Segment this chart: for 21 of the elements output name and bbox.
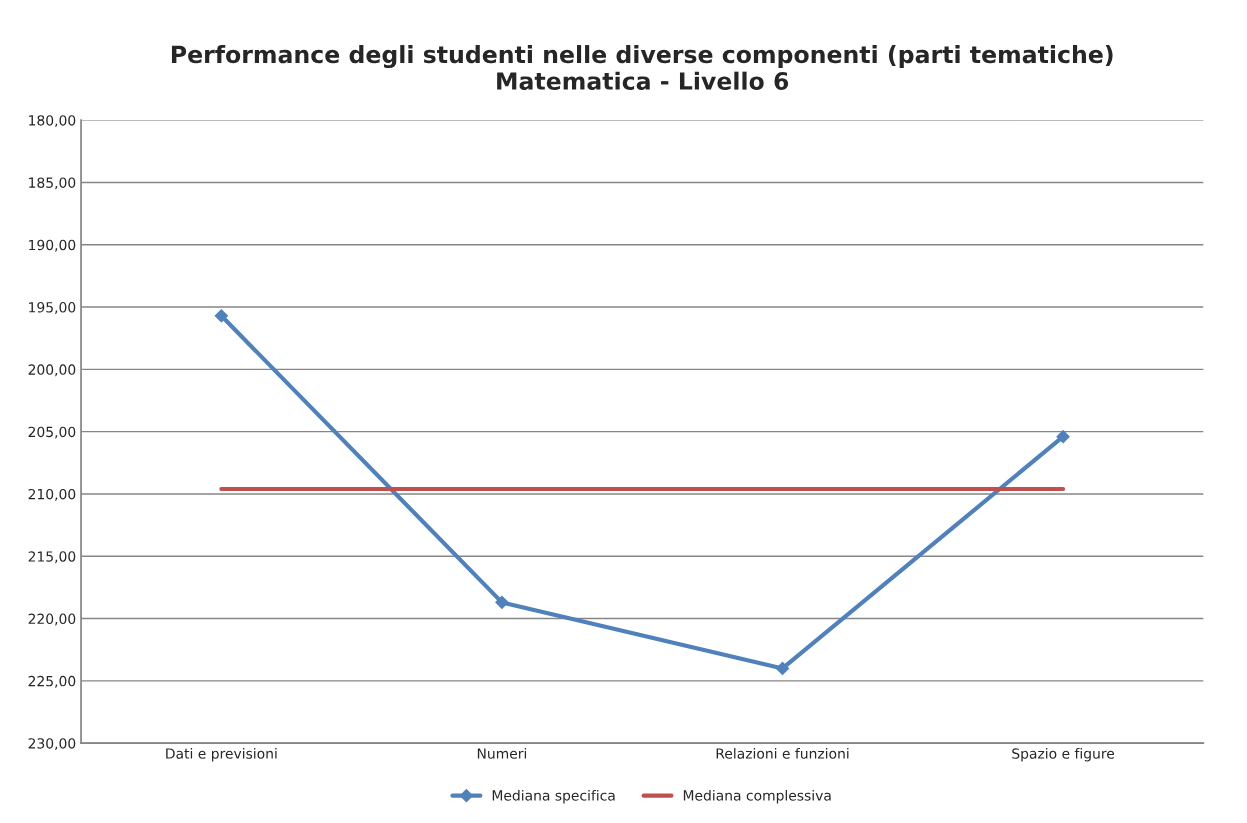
y-tick-label: 195,00 [29, 302, 76, 314]
x-tick-label: Dati e previsioni [166, 748, 277, 762]
y-tick-label: 210,00 [28, 488, 76, 501]
y-tick-label: 215,00 [28, 551, 76, 564]
y-tick-label: 220,00 [28, 613, 76, 626]
x-tick-label: Spazio e figure [1012, 748, 1115, 762]
y-tick-label: 190,00 [29, 239, 76, 252]
legend-label: Mediana specifica [492, 789, 615, 804]
chart-title: Performance degli studenti nelle diverse componenti (parti tematiche) Matematica - Livello 6 [171, 45, 1113, 90]
legend-label: Mediana complessiva [683, 789, 831, 804]
y-tick-label: 200,00 [28, 364, 76, 377]
y-tick-label: 230,00 [28, 738, 76, 751]
y-tick-label: 185,00 [29, 177, 76, 190]
y-tick-label: 205,00 [28, 426, 76, 439]
x-tick-label: Numeri [477, 748, 527, 759]
x-tick-label: Relazioni e funzioni [716, 748, 849, 759]
y-tick-label: 225,00 [28, 675, 76, 688]
point [214, 308, 229, 323]
point [495, 595, 509, 610]
y-tick-label: 180,00 [29, 115, 76, 128]
point [1056, 429, 1070, 444]
